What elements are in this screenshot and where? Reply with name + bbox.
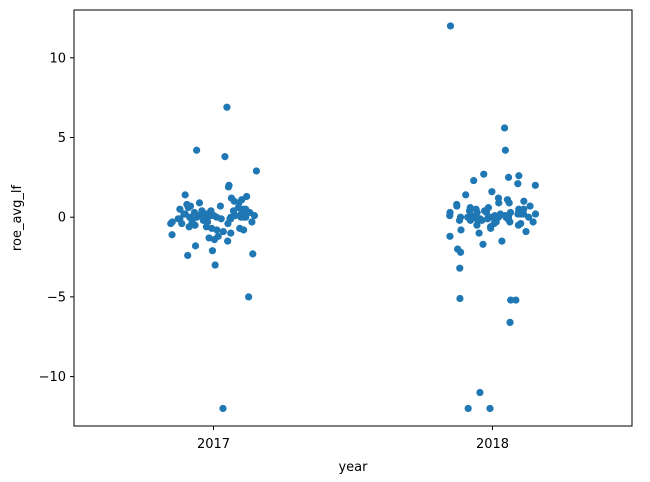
data-point [176,205,184,213]
data-point [213,226,221,234]
data-point [219,404,227,413]
data-point [184,251,192,260]
data-point [464,404,472,413]
y-axis-ticks: −10 −5 0 5 10 [39,51,74,385]
y-tick-label: 0 [58,211,66,226]
data-point [495,199,503,207]
data-point [167,219,175,228]
data-point [507,296,515,304]
y-tick-label: 10 [49,51,66,66]
x-tick-label: 2018 [476,437,509,452]
data-point [520,197,528,205]
data-point [249,250,257,258]
data-point [446,212,454,220]
y-tick-label: −10 [39,370,66,385]
data-point [195,199,204,207]
plot-frame [73,9,633,427]
data-point [501,146,509,154]
data-point [514,210,522,218]
data-point [506,318,514,326]
data-point [456,294,464,303]
data-point [191,242,200,250]
data-point [457,226,465,234]
data-point [223,103,231,111]
data-point [506,218,514,226]
data-point [239,213,248,221]
data-point [224,183,233,191]
data-point [193,146,201,154]
data-point [178,219,186,228]
data-point [250,212,259,220]
data-point [224,237,232,245]
data-point [504,173,513,181]
data-point [505,199,513,207]
data-point [210,235,219,244]
data-point [466,216,475,224]
data-point [181,191,189,199]
x-axis-label: year [338,460,368,475]
data-point [470,176,478,185]
x-axis-ticks: 2017 2018 [197,426,509,452]
data-point [514,180,522,188]
data-point [462,191,470,199]
data-point [498,237,506,245]
data-point [483,215,492,223]
data-point [184,204,192,212]
data-point [252,167,260,175]
plot-area-background [74,10,632,426]
data-point [455,216,464,224]
data-point [456,248,465,256]
data-point [446,232,454,240]
y-axis-label: roe_avg_lf [10,185,25,252]
data-point [531,181,539,189]
data-point [514,221,523,229]
data-point [531,210,540,218]
data-point [211,261,219,269]
data-point [487,224,495,232]
data-point [227,229,235,237]
data-point [217,215,225,223]
data-point [221,153,229,161]
data-point [446,22,455,30]
data-point [168,231,176,239]
data-point [482,208,491,217]
data-point [245,293,253,301]
data-point [208,247,217,255]
data-point [180,210,188,218]
data-point [248,218,256,226]
data-point [185,223,193,231]
data-point [486,404,494,413]
data-points [167,22,540,413]
y-tick-label: 5 [58,131,66,146]
data-point [479,240,487,248]
y-tick-label: −5 [47,290,66,305]
data-point [476,388,484,397]
data-point [488,188,496,196]
data-point [240,226,248,234]
data-point [526,202,534,210]
data-point [219,227,227,236]
data-point [473,221,481,229]
data-point [475,229,483,237]
data-point [512,296,520,304]
x-tick-label: 2017 [197,437,230,452]
data-point [480,170,488,178]
data-point [216,202,225,210]
data-point [525,213,533,221]
data-point [515,172,523,180]
data-point [453,202,461,210]
data-point [529,218,537,226]
data-point [190,221,199,229]
data-point [500,124,509,132]
data-point [456,264,464,272]
data-point [522,227,530,236]
data-point [224,219,232,228]
